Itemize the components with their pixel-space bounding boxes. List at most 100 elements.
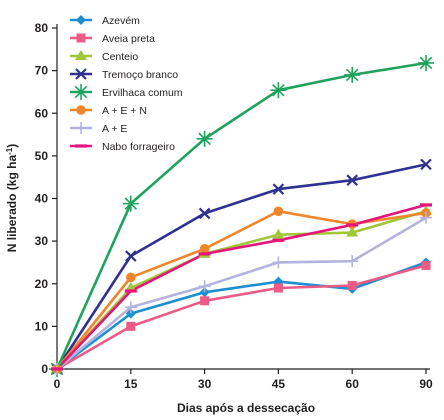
y-tick-label: 40 [35, 192, 49, 206]
legend: Azevém Aveia preta Centeio Tremoço branco Er… [70, 15, 183, 153]
data-point-aveia-preta [421, 260, 431, 270]
data-point-a-e [420, 211, 432, 224]
triangle-marker [346, 226, 359, 237]
x-marker [420, 158, 432, 171]
data-point-a-e [346, 255, 359, 268]
x-marker [125, 250, 137, 262]
data-point-ervilhaca-comum [418, 54, 434, 71]
data-point-centeio [346, 226, 359, 237]
legend-label-aveia-preta: Aveia preta [102, 33, 155, 45]
data-point-a-e-n [126, 272, 136, 283]
axes: 0 10 20 30 40 50 60 70 80 0 15 30 45 60 90 [35, 21, 433, 391]
legend-marker-centeio [75, 50, 87, 60]
square-marker [273, 283, 283, 293]
square-marker [200, 296, 210, 306]
data-point-tremoco-branco [125, 250, 137, 262]
data-point-ervilhaca-comum [122, 195, 139, 212]
circle-marker [199, 243, 210, 254]
series-points-nabo-forrageiro [51, 203, 432, 371]
legend-label-tremoco-branco: Tremoço branco [102, 69, 178, 81]
legend-item-nabo-forrageiro: Nabo forrageiro [70, 141, 175, 153]
data-point-tremoco-branco [272, 183, 285, 195]
diamond-marker [125, 308, 136, 319]
y-axis-label-sup: -1 [5, 147, 14, 155]
data-point-ervilhaca-comum [196, 130, 213, 147]
plus-marker [420, 211, 432, 224]
legend-marker-ervilhaca-comum [73, 84, 89, 100]
circle-marker [76, 105, 86, 115]
plus-marker [124, 301, 137, 314]
y-tick-label: 80 [35, 21, 49, 35]
legend-item-ervilhaca-comum: Ervilhaca comum [70, 84, 183, 100]
legend-item-aveia-preta: Aveia preta [70, 33, 155, 45]
data-point-tremoco-branco [346, 174, 358, 186]
series-line-nabo-forrageiro [56, 203, 427, 370]
circle-marker [126, 272, 136, 283]
legend-label-ervilhaca-comum: Ervilhaca comum [102, 87, 183, 99]
diamond-marker [76, 15, 86, 25]
legend-item-tremoco-branco: Tremoço branco [70, 68, 178, 81]
series-line-tremoco-branco [55, 163, 427, 370]
data-point-azevem [125, 308, 136, 319]
data-point-ervilhaca-comum [270, 82, 287, 99]
series-line-aveia-preta [56, 264, 427, 371]
y-axis-label: N liberado (kg ha-1) [5, 144, 19, 252]
data-point-centeio [272, 228, 285, 239]
data-point-aveia-preta [273, 283, 283, 293]
triangle-marker [272, 228, 285, 239]
y-tick-label: 0 [41, 362, 48, 376]
y-tick-label: 10 [35, 319, 49, 333]
legend-item-azevem: Azevém [70, 15, 140, 27]
y-tick-label: 20 [35, 277, 49, 291]
x-tick-label: 60 [346, 377, 360, 391]
series-points-tremoco-branco [51, 158, 432, 375]
data-point-a-e [272, 256, 285, 269]
legend-marker-aveia-preta [76, 33, 86, 43]
series-line-ervilhaca-comum [55, 61, 427, 370]
legend-label-a-e: A + E [102, 123, 127, 135]
triangle-marker [75, 50, 87, 60]
series-points-aveia-preta [52, 260, 431, 374]
y-tick-label: 50 [35, 149, 49, 163]
data-point-tremoco-branco [198, 207, 211, 220]
data-point-ervilhaca-comum [344, 66, 361, 83]
asterisk-marker [418, 54, 434, 71]
asterisk-marker [196, 130, 213, 147]
plus-marker [272, 256, 285, 269]
square-marker [421, 260, 431, 270]
x-tick-label: 0 [54, 377, 61, 391]
legend-label-a-e-n: A + E + N [102, 105, 147, 117]
data-point-tremoco-branco [420, 158, 432, 171]
legend-item-centeio: Centeio [70, 50, 138, 63]
legend-label-azevem: Azevém [102, 15, 140, 27]
x-marker [346, 174, 358, 186]
y-tick-label: 60 [35, 106, 49, 120]
legend-item-a-e-n: A + E + N [70, 105, 147, 117]
series-markers [49, 54, 434, 377]
y-tick-label: 70 [35, 64, 49, 78]
circle-marker [273, 206, 284, 217]
asterisk-marker [344, 66, 361, 83]
data-point-aveia-preta [200, 296, 210, 306]
data-point-a-e-n [273, 206, 284, 217]
data-point-a-e [124, 301, 137, 314]
legend-marker-tremoco-branco [75, 68, 87, 80]
asterisk-marker [122, 195, 139, 212]
data-point-aveia-preta [126, 321, 136, 331]
series-lines [55, 61, 427, 371]
series-line-centeio [56, 210, 427, 370]
x-marker [198, 207, 211, 220]
y-axis-label-close: ) [5, 144, 19, 148]
asterisk-marker [73, 84, 89, 100]
plus-marker [75, 122, 87, 134]
legend-item-a-e: A + E [70, 122, 127, 135]
y-axis-label-main: N liberado (kg ha [5, 155, 19, 253]
series-line-a-e-n [55, 210, 427, 370]
legend-marker-azevem [76, 15, 86, 25]
data-point-aveia-preta [347, 280, 357, 290]
asterisk-marker [270, 82, 287, 99]
plus-marker [346, 255, 359, 268]
x-tick-label: 45 [272, 377, 286, 391]
x-marker [272, 183, 285, 195]
